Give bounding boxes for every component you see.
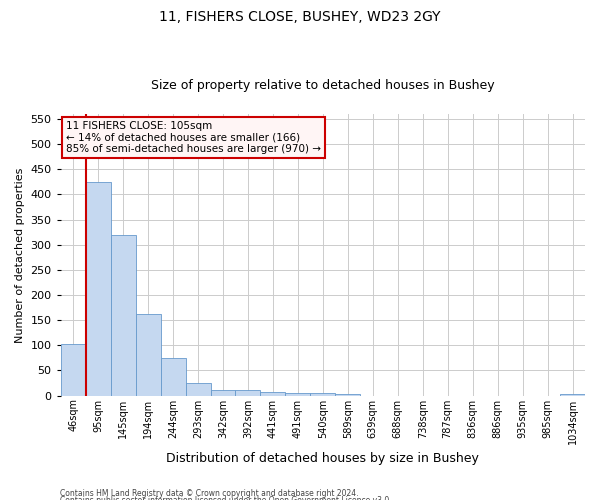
Bar [185, 383, 211, 396]
X-axis label: Distribution of detached houses by size in Bushey: Distribution of detached houses by size … [166, 452, 479, 465]
Bar [286, 393, 310, 396]
Bar [61, 344, 86, 396]
Bar [560, 394, 585, 396]
Bar [235, 390, 260, 396]
Text: 11 FISHERS CLOSE: 105sqm
← 14% of detached houses are smaller (166)
85% of semi-: 11 FISHERS CLOSE: 105sqm ← 14% of detach… [66, 121, 321, 154]
Bar [310, 393, 335, 396]
Bar [86, 182, 110, 396]
Bar [211, 390, 235, 396]
Y-axis label: Number of detached properties: Number of detached properties [15, 167, 25, 342]
Text: Contains public sector information licensed under the Open Government Licence v3: Contains public sector information licen… [60, 496, 392, 500]
Bar [260, 392, 286, 396]
Title: Size of property relative to detached houses in Bushey: Size of property relative to detached ho… [151, 79, 494, 92]
Bar [110, 234, 136, 396]
Bar [335, 394, 361, 396]
Text: 11, FISHERS CLOSE, BUSHEY, WD23 2GY: 11, FISHERS CLOSE, BUSHEY, WD23 2GY [159, 10, 441, 24]
Text: Contains HM Land Registry data © Crown copyright and database right 2024.: Contains HM Land Registry data © Crown c… [60, 488, 359, 498]
Bar [136, 314, 161, 396]
Bar [161, 358, 185, 396]
